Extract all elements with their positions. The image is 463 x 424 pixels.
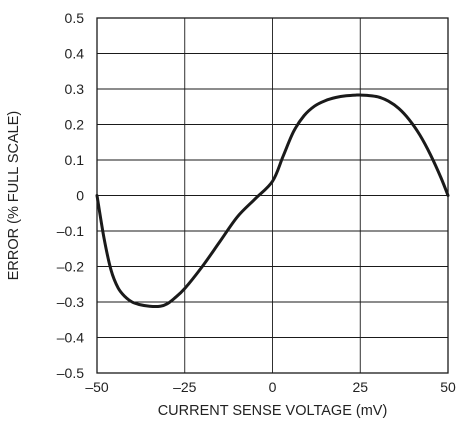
y-tick-label: 0.2 — [65, 117, 85, 133]
y-tick-label: –0.2 — [57, 259, 84, 275]
y-tick-label: 0.3 — [65, 81, 85, 97]
y-tick-label: –0.4 — [57, 330, 84, 346]
y-tick-label: –0.5 — [57, 365, 84, 381]
y-tick-label: 0 — [76, 188, 84, 204]
y-tick-label: 0.5 — [65, 10, 85, 26]
x-tick-label: –25 — [173, 379, 197, 395]
y-axis-title: ERROR (% FULL SCALE) — [6, 111, 22, 280]
x-tick-label: 25 — [352, 379, 368, 395]
tick-labels: 0.5 0.4 0.3 0.2 0.1 0 –0.1 –0.2 –0.3 –0.4 –0.5–50 –… — [57, 10, 456, 395]
gridlines — [96, 17, 449, 374]
y-tick-label: –0.3 — [57, 294, 84, 310]
y-tick-label: 0.1 — [65, 152, 85, 168]
x-tick-label: 0 — [269, 379, 277, 395]
error-curve-line — [95, 93, 450, 309]
x-axis-title: CURRENT SENSE VOLTAGE (mV) — [158, 403, 388, 419]
x-tick-label: –50 — [85, 379, 109, 395]
x-tick-label: 50 — [440, 379, 456, 395]
y-tick-label: 0.4 — [65, 46, 85, 62]
y-tick-label: –0.1 — [57, 223, 84, 239]
